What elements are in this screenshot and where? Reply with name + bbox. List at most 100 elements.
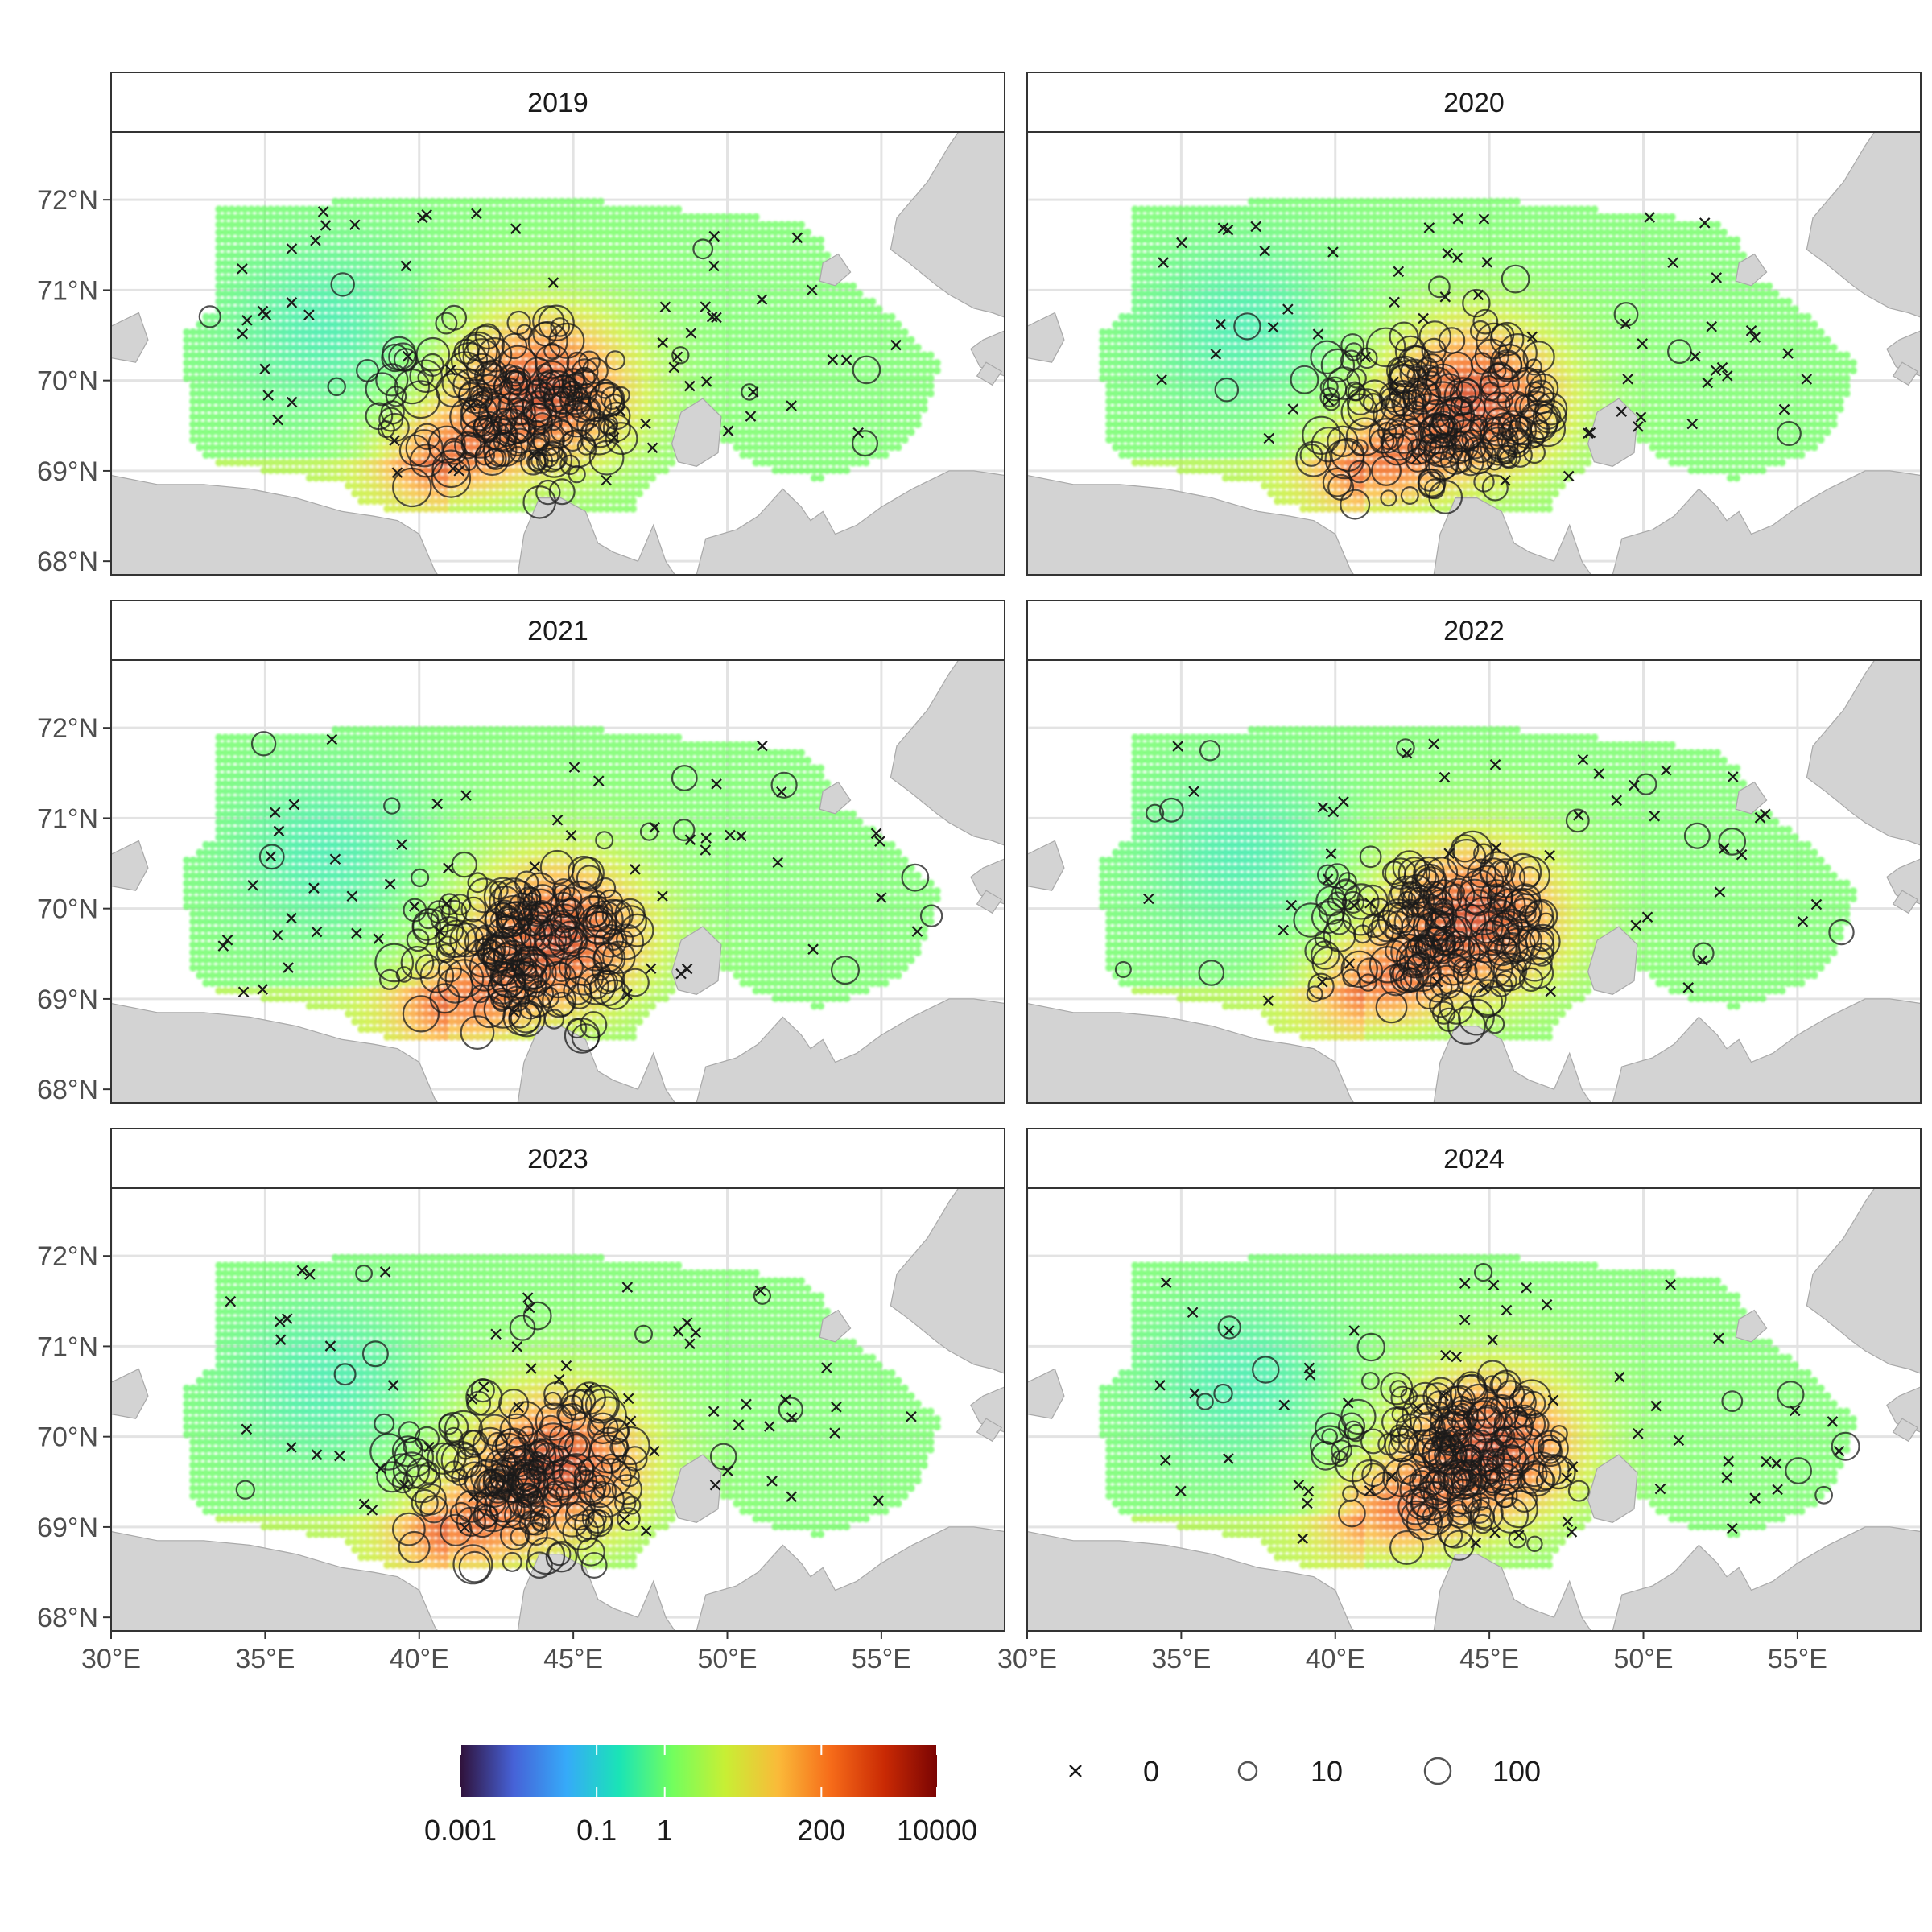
- catch-marker: [1422, 381, 1463, 422]
- catch-marker: [1361, 1462, 1386, 1488]
- zero-catch-marker: [257, 984, 268, 995]
- zero-catch-marker: [1286, 899, 1298, 911]
- zero-catch-marker: [1389, 296, 1400, 308]
- catch-marker: [440, 1513, 473, 1547]
- catch-marker: [1397, 425, 1437, 465]
- zero-catch-marker: [1584, 427, 1596, 439]
- catch-marker: [1472, 308, 1499, 335]
- lon-tick-label: 55°E: [1768, 1644, 1827, 1674]
- catch-marker: [1359, 845, 1382, 869]
- catch-marker: [1785, 1457, 1813, 1484]
- catch-marker: [400, 945, 435, 980]
- zero-catch-marker: [1423, 222, 1435, 233]
- zero-catch-marker: [281, 1313, 293, 1324]
- catch-marker: [1479, 1469, 1504, 1494]
- size-legend-label: 0: [1143, 1755, 1159, 1788]
- catch-marker: [393, 348, 418, 372]
- zero-catch-marker: [700, 301, 712, 312]
- catch-marker: [507, 367, 532, 392]
- catch-marker: [1487, 361, 1513, 388]
- zero-catch-marker: [1616, 406, 1628, 417]
- zero-catch-marker: [317, 206, 329, 217]
- catch-marker: [901, 863, 930, 892]
- catch-marker: [451, 851, 478, 878]
- zero-catch-marker: [1459, 1314, 1471, 1326]
- catch-marker: [1437, 1439, 1468, 1470]
- catch-marker: [851, 430, 878, 457]
- catch-marker: [1233, 312, 1261, 341]
- zero-catch-marker: [1778, 403, 1790, 415]
- zero-catch-marker: [625, 1415, 637, 1427]
- catch-marker: [611, 1474, 643, 1505]
- zero-catch-marker: [308, 882, 320, 894]
- catch-marker: [1451, 1470, 1480, 1500]
- lat-tick-label: 68°N: [37, 1075, 98, 1105]
- facet-panel-2024: 2024: [1026, 1128, 1922, 1632]
- zero-catch-marker: [568, 762, 580, 773]
- zero-catch-marker: [875, 892, 887, 903]
- catch-marker: [1347, 382, 1366, 402]
- zero-catch-marker: [684, 1338, 696, 1350]
- catch-marker: [1433, 1510, 1451, 1529]
- facet-panel-2020: 2020: [1026, 72, 1922, 576]
- catch-marker: [671, 765, 698, 791]
- catch-marker: [1198, 960, 1225, 986]
- zero-catch-marker: [672, 1326, 684, 1337]
- zero-catch-marker: [583, 1382, 595, 1394]
- catch-marker: [1436, 952, 1470, 986]
- lon-tick-label: 35°E: [235, 1644, 295, 1674]
- facet-strip: [110, 72, 1005, 133]
- catch-marker: [1380, 1372, 1414, 1406]
- catch-marker: [852, 355, 881, 385]
- catch-marker: [557, 886, 583, 912]
- zero-catch-marker: [745, 411, 757, 422]
- facet-panel-2023: 2023: [110, 1128, 1005, 1632]
- zero-catch-marker: [334, 1450, 345, 1462]
- zero-catch-marker: [1158, 257, 1169, 268]
- zero-catch-marker: [247, 880, 258, 891]
- catch-marker: [590, 1426, 629, 1465]
- catch-marker: [709, 1443, 737, 1471]
- catch-marker: [1381, 432, 1414, 466]
- catch-marker: [562, 1513, 599, 1551]
- catch-marker: [1199, 740, 1221, 762]
- catch-marker: [545, 1540, 578, 1573]
- catch-marker: [595, 831, 614, 850]
- catch-marker: [1461, 1492, 1482, 1514]
- catch-marker: [473, 361, 505, 391]
- catch-marker: [770, 771, 798, 799]
- catch-marker: [1423, 1449, 1447, 1473]
- zero-catch-marker: [1673, 1435, 1685, 1447]
- catch-marker: [1473, 471, 1495, 493]
- zero-catch-marker: [1210, 349, 1222, 360]
- zero-catch-marker: [1451, 252, 1463, 264]
- catch-marker: [1451, 834, 1480, 863]
- catch-marker: [1310, 340, 1344, 374]
- zero-catch-marker: [1622, 374, 1633, 385]
- catch-marker: [1444, 1385, 1476, 1417]
- catch-marker: [561, 430, 584, 452]
- catch-marker: [1414, 935, 1439, 960]
- zero-catch-marker: [329, 853, 341, 865]
- catch-marker: [1380, 393, 1408, 420]
- catch-marker: [1504, 852, 1542, 891]
- zero-catch-marker: [711, 312, 722, 324]
- catch-marker: [524, 1521, 548, 1546]
- lon-tick-label: 35°E: [1151, 1644, 1211, 1674]
- zero-catch-marker: [304, 1269, 316, 1280]
- catch-marker: [1512, 1379, 1552, 1419]
- zero-catch-marker: [237, 986, 250, 998]
- catch-marker: [435, 915, 464, 945]
- zero-catch-marker: [640, 1525, 652, 1537]
- catch-marker: [474, 938, 492, 956]
- catch-marker: [1424, 910, 1456, 942]
- catch-marker: [476, 362, 507, 394]
- catch-marker: [1307, 972, 1335, 1000]
- catch-marker: [1443, 1426, 1468, 1451]
- catch-marker: [517, 886, 542, 911]
- catch-marker: [534, 343, 570, 379]
- catch-marker: [1479, 1448, 1513, 1483]
- catch-marker: [444, 959, 485, 998]
- zero-catch-marker: [1262, 995, 1274, 1006]
- zero-catch-marker: [1317, 802, 1329, 813]
